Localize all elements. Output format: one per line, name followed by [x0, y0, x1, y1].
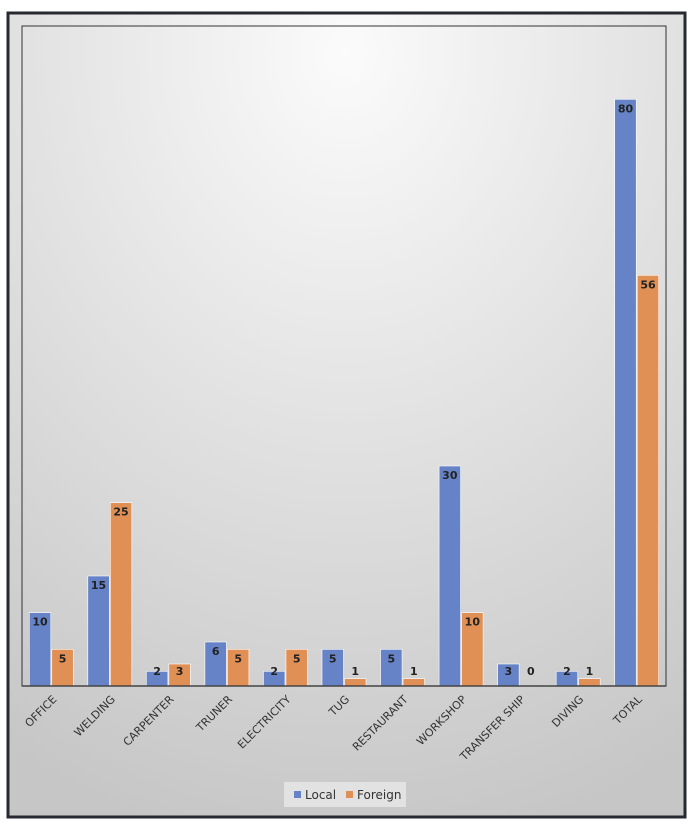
data-label: 5 [387, 652, 395, 665]
data-label: 5 [329, 652, 337, 665]
data-label: 3 [505, 665, 513, 678]
data-label: 30 [442, 469, 458, 482]
data-label: 80 [618, 102, 634, 115]
data-label: 1 [586, 665, 594, 678]
data-label: 5 [59, 652, 67, 665]
bar-foreign-restaurant [402, 678, 425, 687]
legend-swatch-foreign [346, 791, 353, 798]
data-label: 5 [293, 652, 301, 665]
bar-foreign-diving [578, 678, 601, 687]
data-label: 10 [32, 616, 48, 629]
data-label: 1 [351, 665, 359, 678]
bar-local-total [614, 99, 637, 687]
data-label: 2 [153, 665, 161, 678]
bar-foreign-total [636, 275, 660, 687]
data-label: 10 [465, 616, 481, 629]
legend: Local Foreign [284, 782, 406, 807]
bar-foreign-welding [110, 502, 133, 687]
data-label: 2 [270, 665, 278, 678]
bar-local-welding [87, 575, 110, 687]
legend-swatch-local [294, 791, 301, 798]
data-label: 0 [527, 665, 535, 678]
data-label: 1 [410, 665, 418, 678]
bar-local-workshop [438, 465, 461, 687]
data-label: 5 [234, 652, 242, 665]
data-label: 25 [113, 506, 128, 519]
bar-foreign-tug [344, 678, 367, 687]
data-label: 56 [640, 278, 656, 291]
data-label: 3 [176, 665, 184, 678]
data-label: 2 [563, 665, 571, 678]
data-label: 15 [91, 579, 106, 592]
legend-label-foreign: Foreign [357, 788, 401, 802]
legend-label-local: Local [305, 788, 336, 802]
data-label: 6 [212, 645, 220, 658]
